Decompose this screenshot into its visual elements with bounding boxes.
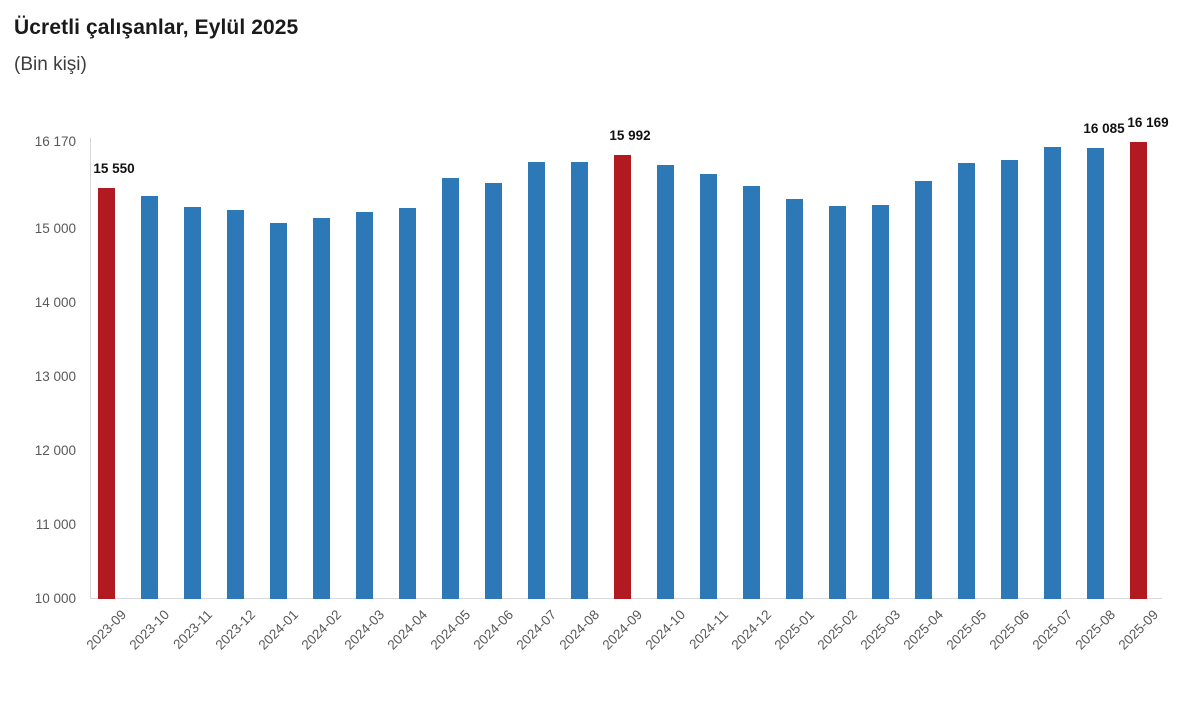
x-axis-tick-text: 2025-09 bbox=[1115, 607, 1162, 653]
bar-2025-01 bbox=[785, 198, 803, 599]
x-axis-tick-text: 2025-01 bbox=[771, 607, 818, 653]
bar-2024-04 bbox=[398, 207, 416, 599]
x-axis-tick-text: 2023-11 bbox=[170, 607, 216, 652]
y-axis-tick-label: 11 000 bbox=[35, 516, 76, 532]
value-label-2025-08: 16 085 bbox=[1083, 121, 1125, 137]
x-axis-tick-text: 2024-03 bbox=[341, 607, 388, 653]
bar-2025-02 bbox=[828, 206, 846, 599]
bar-2024-06 bbox=[484, 183, 502, 599]
value-label-2025-09: 16 169 bbox=[1127, 115, 1169, 131]
bar-2023-10 bbox=[140, 195, 158, 599]
bar-2025-05 bbox=[957, 163, 975, 599]
x-axis-tick-text: 2025-03 bbox=[857, 607, 904, 653]
x-axis-tick-text: 2024-12 bbox=[728, 607, 775, 653]
x-axis-tick-text: 2025-08 bbox=[1072, 607, 1119, 653]
chart-title: Ücretli çalışanlar, Eylül 2025 bbox=[14, 16, 299, 39]
bar-2024-01 bbox=[269, 223, 287, 599]
x-axis-tick-text: 2024-01 bbox=[255, 607, 302, 653]
bar-2024-02 bbox=[312, 218, 330, 599]
x-axis-tick-text: 2024-07 bbox=[513, 607, 560, 653]
bar-2023-09 bbox=[97, 187, 115, 599]
bar-2025-09 bbox=[1129, 142, 1147, 599]
chart-subtitle: (Bin kişi) bbox=[14, 54, 87, 75]
x-axis-tick-text: 2025-05 bbox=[943, 607, 990, 653]
bar-2024-11 bbox=[699, 173, 717, 599]
x-axis-tick-text: 2024-05 bbox=[427, 607, 474, 653]
bar-2025-04 bbox=[914, 180, 932, 599]
x-axis-tick-text: 2025-06 bbox=[986, 607, 1033, 653]
bar-2024-08 bbox=[570, 162, 588, 599]
x-axis-tick-text: 2024-08 bbox=[556, 607, 603, 653]
x-axis-tick-text: 2025-07 bbox=[1029, 607, 1076, 653]
y-axis-tick-label: 16 170 bbox=[34, 134, 76, 149]
bar-2024-05 bbox=[441, 177, 459, 599]
bar-2023-11 bbox=[183, 206, 201, 599]
bar-2024-03 bbox=[355, 212, 373, 599]
y-axis-tick-label: 14 000 bbox=[34, 294, 76, 310]
bar-2025-08 bbox=[1086, 148, 1104, 599]
x-axis-tick-text: 2024-10 bbox=[642, 607, 689, 653]
bar-2025-07 bbox=[1043, 146, 1061, 599]
x-axis-tick-text: 2025-04 bbox=[900, 607, 947, 653]
value-label-2024-09: 15 992 bbox=[609, 128, 651, 144]
value-label-2023-09: 15 550 bbox=[93, 160, 135, 176]
bar-2024-10 bbox=[656, 164, 674, 599]
bar-2023-12 bbox=[226, 210, 244, 599]
bar-2025-06 bbox=[1000, 159, 1018, 599]
y-axis-tick-label: 15 000 bbox=[34, 220, 76, 236]
x-axis-tick-text: 2024-09 bbox=[599, 607, 646, 653]
x-axis-tick-text: 2023-10 bbox=[126, 607, 173, 653]
y-axis-tick-label: 13 000 bbox=[34, 368, 76, 384]
bar-2025-03 bbox=[871, 204, 889, 599]
x-axis-tick-text: 2024-02 bbox=[298, 607, 345, 653]
x-axis-tick-text: 2023-09 bbox=[83, 607, 130, 653]
y-axis-line bbox=[90, 138, 91, 599]
bar-2024-12 bbox=[742, 186, 760, 599]
x-axis-tick-text: 2024-04 bbox=[384, 607, 431, 653]
x-axis-tick-text: 2024-06 bbox=[470, 607, 517, 653]
bar-2024-09 bbox=[613, 155, 631, 599]
bar-2024-07 bbox=[527, 161, 545, 599]
x-axis-tick-text: 2024-11 bbox=[686, 607, 732, 652]
x-axis-tick-text: 2023-12 bbox=[212, 607, 259, 653]
y-axis-tick-label: 12 000 bbox=[34, 442, 76, 458]
y-axis-tick-label: 10 000 bbox=[34, 591, 76, 606]
x-axis-tick-text: 2025-02 bbox=[814, 607, 861, 653]
